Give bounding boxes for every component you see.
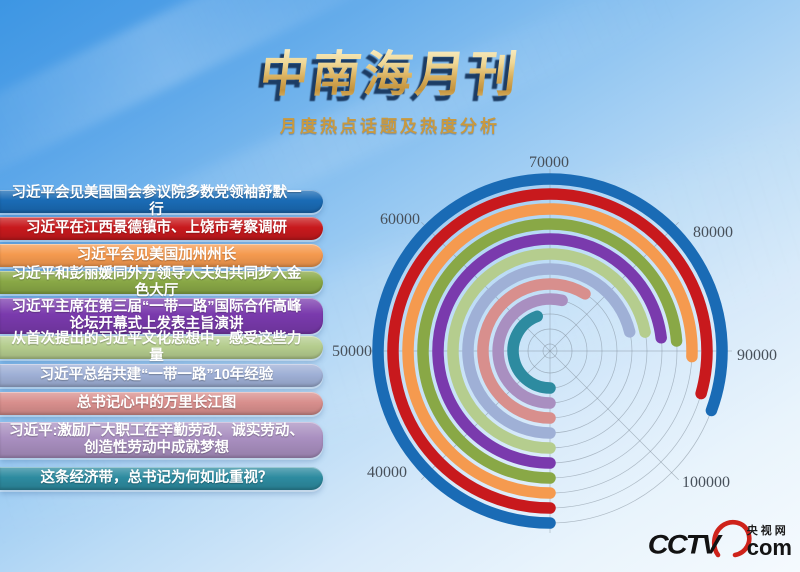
- topic-label: 从首次提出的习近平文化思想中，感受这些力量: [11, 331, 302, 364]
- topic-label: 习近平主席在第三届“一带一路”国际合作高峰论坛开幕式上发表主旨演讲: [11, 299, 302, 332]
- topic-bar: 习近平在江西景德镇市、上饶市考察调研: [0, 217, 323, 240]
- cctv-logo-right: 央视网 com: [746, 525, 792, 561]
- topic-label: 习近平会见美国加州州长: [76, 247, 237, 264]
- angle-axis-tick-label: 40000: [367, 464, 407, 481]
- cctv-logo: CCTV 央视网 com: [647, 516, 792, 561]
- topic-bar: 习近平和彭丽媛同外方领导人夫妇共同步入金色大厅: [0, 266, 323, 299]
- page-subtitle: 月度热点话题及热度分析: [280, 117, 500, 136]
- topic-bar: 习近平主席在第三届“一带一路”国际合作高峰论坛开幕式上发表主旨演讲: [0, 298, 323, 334]
- topic-label: 习近平总结共建“一带一路”10年经验: [39, 367, 274, 384]
- angle-axis-tick-label: 80000: [693, 224, 733, 241]
- topic-label: 习近平和彭丽媛同外方领导人夫妇共同步入金色大厅: [11, 266, 302, 299]
- angle-axis-tick-label: 100000: [682, 474, 730, 491]
- cctv-logo-text: CCTV: [647, 530, 721, 560]
- topic-label: 习近平:激励广大职工在辛勤劳动、诚实劳动、创造性劳动中成就梦想: [9, 423, 304, 456]
- angle-axis-tick-label: 90000: [737, 347, 777, 364]
- cctv-logo-swoosh-icon: [711, 519, 752, 558]
- topic-list: 习近平会见美国国会参议院多数党领袖舒默一行 习近平在江西景德镇市、上饶市考察调研…: [0, 0, 340, 572]
- angle-axis-tick-label: 60000: [380, 211, 420, 228]
- topic-label: 习近平会见美国国会参议院多数党领袖舒默一行: [11, 185, 302, 218]
- topic-label: 习近平在江西景德镇市、上饶市考察调研: [26, 220, 287, 237]
- cctv-site-name: 央视网: [746, 525, 789, 538]
- topic-label: 总书记心中的万里长江图: [76, 395, 237, 412]
- angle-axis-tick-label: 50000: [332, 343, 372, 360]
- topic-bar: 习近平总结共建“一带一路”10年经验: [0, 364, 323, 387]
- topic-bar: 总书记心中的万里长江图: [0, 392, 323, 415]
- topic-label: 这条经济带，总书记为何如此重视？: [40, 470, 273, 487]
- cctv-domain: com: [746, 535, 792, 561]
- header: 中南海月刊 中南海月刊 月度热点话题及热度分析: [0, 47, 780, 137]
- page-title-text: 中南海月刊: [256, 47, 524, 102]
- topic-bar: 从首次提出的习近平文化思想中，感受这些力量: [0, 331, 323, 364]
- topic-bar: 这条经济带，总书记为何如此重视？: [0, 467, 323, 490]
- angle-axis-tick-label: 70000: [529, 154, 569, 171]
- topic-bar: 习近平会见美国加州州长: [0, 244, 323, 267]
- page-title: 中南海月刊 中南海月刊: [252, 47, 524, 107]
- polar-heat-chart: 40000 50000 60000 70000 80000 90000 100000: [332, 154, 777, 533]
- topic-bar: 习近平:激励广大职工在辛勤劳动、诚实劳动、创造性劳动中成就梦想: [0, 422, 323, 458]
- topic-bar: 习近平会见美国国会参议院多数党领袖舒默一行: [0, 185, 323, 218]
